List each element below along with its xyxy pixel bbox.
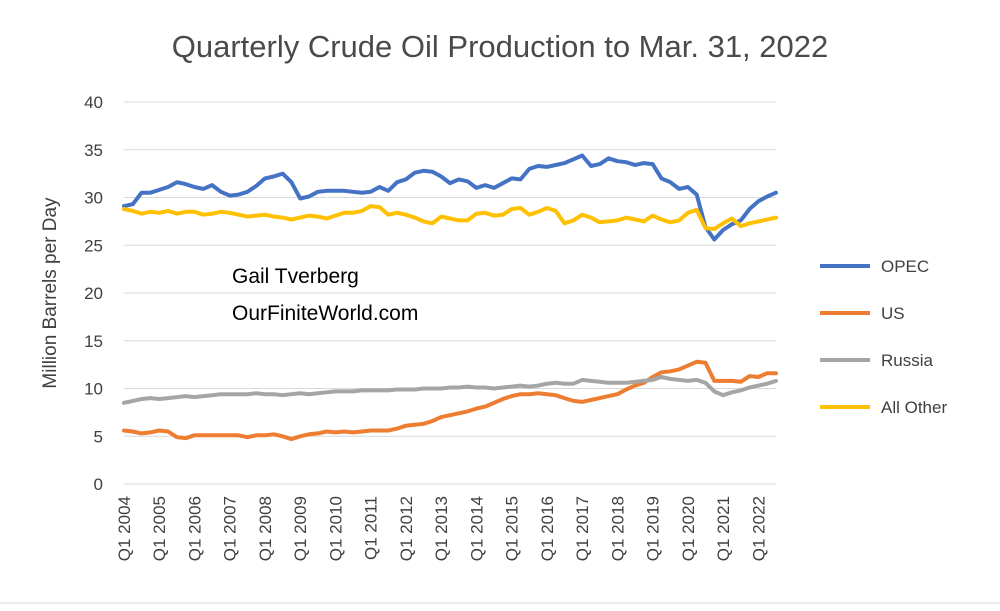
x-tick-label: Q1 2019 (644, 496, 663, 561)
y-tick-label: 10 (84, 380, 103, 399)
x-tick-label: Q1 2018 (608, 496, 627, 561)
annotation-website: OurFiniteWorld.com (232, 302, 418, 325)
x-tick-label: Q1 2006 (185, 496, 204, 561)
legend-label: All Other (881, 398, 947, 417)
y-tick-label: 40 (84, 93, 103, 112)
x-tick-label: Q1 2008 (256, 496, 275, 561)
legend-label: US (881, 304, 905, 323)
y-axis-label: Million Barrels per Day (40, 197, 61, 389)
y-tick-label: 30 (84, 189, 103, 208)
x-tick-label: Q1 2014 (467, 496, 486, 561)
x-tick-label: Q1 2016 (538, 496, 557, 561)
legend-label: Russia (881, 351, 934, 370)
x-tick-label: Q1 2020 (679, 496, 698, 561)
x-tick-label: Q1 2004 (115, 496, 134, 561)
y-tick-label: 20 (84, 284, 103, 303)
x-tick-label: Q1 2009 (291, 496, 310, 561)
x-tick-label: Q1 2013 (432, 496, 451, 561)
x-tick-label: Q1 2007 (221, 496, 240, 561)
x-tick-label: Q1 2011 (362, 496, 381, 560)
x-tick-label: Q1 2012 (397, 496, 416, 561)
series-lines (122, 153, 778, 442)
series-line-russia (122, 375, 778, 405)
x-tick-labels: Q1 2004 Q1 2005 Q1 2006 Q1 2007 Q1 2008 Q1 20… (115, 496, 768, 561)
series-line-opec (122, 153, 778, 242)
chart-title: Quarterly Crude Oil Production to Mar. 3… (172, 29, 829, 64)
x-tick-label: Q1 2015 (503, 496, 522, 561)
x-tick-label: Q1 2021 (714, 496, 733, 561)
legend-label: OPEC (881, 257, 929, 276)
y-tick-label: 0 (94, 475, 103, 494)
x-tick-label: Q1 2022 (749, 496, 768, 561)
y-tick-label: 25 (84, 236, 103, 255)
annotation-author: Gail Tverberg (232, 265, 359, 288)
y-tick-labels: 0 5 10 15 20 25 30 35 40 (84, 93, 103, 494)
x-tick-label: Q1 2010 (326, 496, 345, 561)
x-tick-label: Q1 2017 (573, 496, 592, 561)
x-tick-label: Q1 2005 (150, 496, 169, 561)
y-tick-label: 15 (84, 332, 103, 351)
legend: OPEC US Russia All Other (820, 257, 947, 417)
y-tick-label: 5 (94, 427, 103, 446)
series-line-all-other (122, 204, 778, 231)
y-tick-label: 35 (84, 141, 103, 160)
series-line-us (122, 359, 778, 442)
